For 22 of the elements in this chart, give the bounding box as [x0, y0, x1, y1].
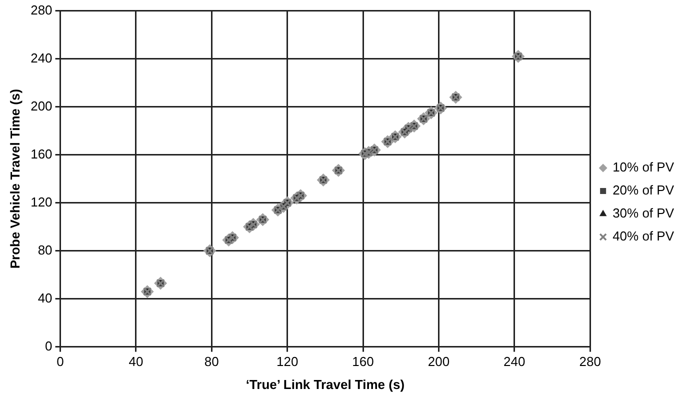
legend-label: 20% of PV — [612, 182, 674, 198]
y-tick-label: 160 — [30, 146, 52, 162]
legend-label: 30% of PV — [612, 206, 674, 221]
y-tick-label: 200 — [30, 98, 52, 114]
y-tick-label: 240 — [30, 50, 52, 66]
legend-label: 10% of PV — [612, 160, 674, 175]
y-tick-label: 80 — [38, 242, 52, 258]
x-axis-title: ‘True’ Link Travel Time (s) — [246, 376, 405, 392]
x-tick-label: 160 — [352, 354, 374, 370]
y-tick-label: 0 — [45, 338, 52, 354]
x-tick-label: 0 — [56, 354, 64, 370]
x-tick-label: 200 — [428, 354, 450, 370]
legend-label: 40% of PV — [612, 228, 674, 244]
y-tick-label: 40 — [38, 290, 52, 306]
x-tick-label: 40 — [128, 354, 144, 370]
y-tick-label: 120 — [30, 194, 52, 210]
x-tick-label: 240 — [504, 354, 526, 370]
x-tick-label: 120 — [276, 354, 298, 370]
x-tick-label: 80 — [204, 354, 219, 370]
x-tick-label: 280 — [579, 354, 601, 370]
y-tick-label: 280 — [30, 2, 52, 18]
y-axis-title: Probe Vehicle Travel Time (s) — [7, 88, 22, 269]
